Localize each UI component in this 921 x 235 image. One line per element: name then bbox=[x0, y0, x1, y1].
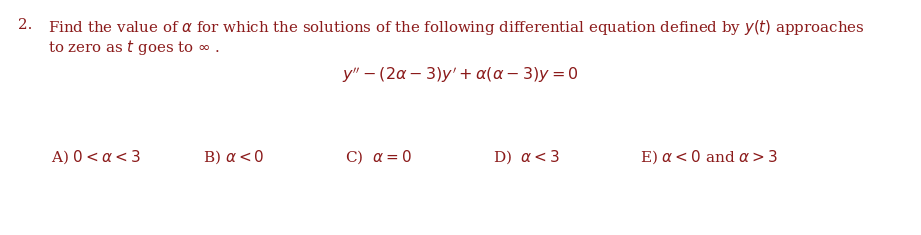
Text: D)  $\alpha < 3$: D) $\alpha < 3$ bbox=[493, 148, 560, 166]
Text: 2.: 2. bbox=[18, 18, 32, 32]
Text: C)  $\alpha = 0$: C) $\alpha = 0$ bbox=[345, 148, 412, 166]
Text: A) $0 < \alpha < 3$: A) $0 < \alpha < 3$ bbox=[51, 148, 140, 166]
Text: to zero as $t$ goes to $\infty$ .: to zero as $t$ goes to $\infty$ . bbox=[48, 38, 220, 57]
Text: E) $\alpha < 0$ and $\alpha > 3$: E) $\alpha < 0$ and $\alpha > 3$ bbox=[640, 148, 778, 166]
Text: $y'' - (2\alpha - 3)y' + \alpha(\alpha - 3)y = 0$: $y'' - (2\alpha - 3)y' + \alpha(\alpha -… bbox=[342, 65, 578, 85]
Text: Find the value of $\alpha$ for which the solutions of the following differential: Find the value of $\alpha$ for which the… bbox=[48, 18, 865, 37]
Text: B) $\alpha < 0$: B) $\alpha < 0$ bbox=[203, 148, 264, 166]
